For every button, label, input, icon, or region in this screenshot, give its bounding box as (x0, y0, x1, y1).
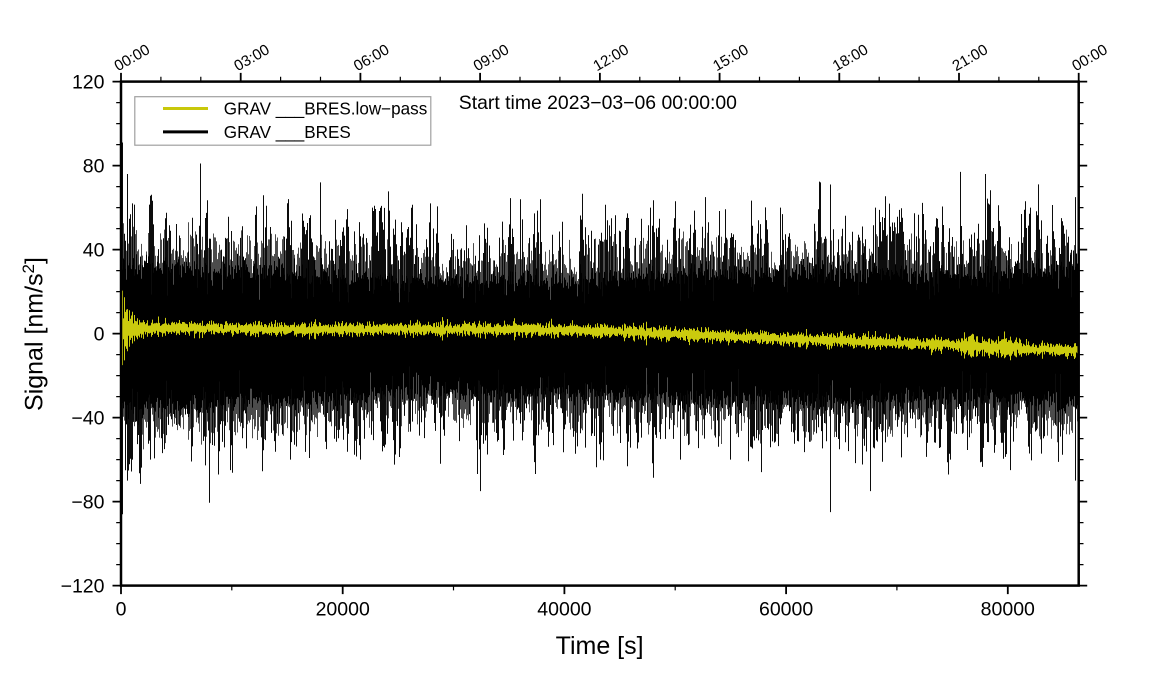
svg-text:60000: 60000 (759, 599, 813, 621)
svg-text:GRAV ___BRES.low−pass: GRAV ___BRES.low−pass (224, 100, 427, 119)
svg-text:80000: 80000 (981, 599, 1035, 621)
svg-text:40: 40 (83, 239, 105, 261)
svg-text:0: 0 (94, 323, 105, 345)
svg-text:Time [s]: Time [s] (556, 632, 644, 660)
svg-text:120: 120 (72, 71, 105, 93)
svg-text:40000: 40000 (537, 599, 591, 621)
svg-text:−120: −120 (61, 575, 105, 597)
svg-text:20000: 20000 (316, 599, 370, 621)
svg-text:80: 80 (83, 155, 105, 177)
svg-text:GRAV ___BRES: GRAV ___BRES (224, 123, 351, 142)
svg-text:−80: −80 (71, 491, 104, 513)
svg-text:0: 0 (116, 599, 127, 621)
svg-text:−40: −40 (71, 407, 104, 429)
svg-text:Start time 2023−03−06 00:00:00: Start time 2023−03−06 00:00:00 (459, 92, 737, 114)
svg-text:Signal [nm/s2]: Signal [nm/s2] (19, 257, 49, 411)
